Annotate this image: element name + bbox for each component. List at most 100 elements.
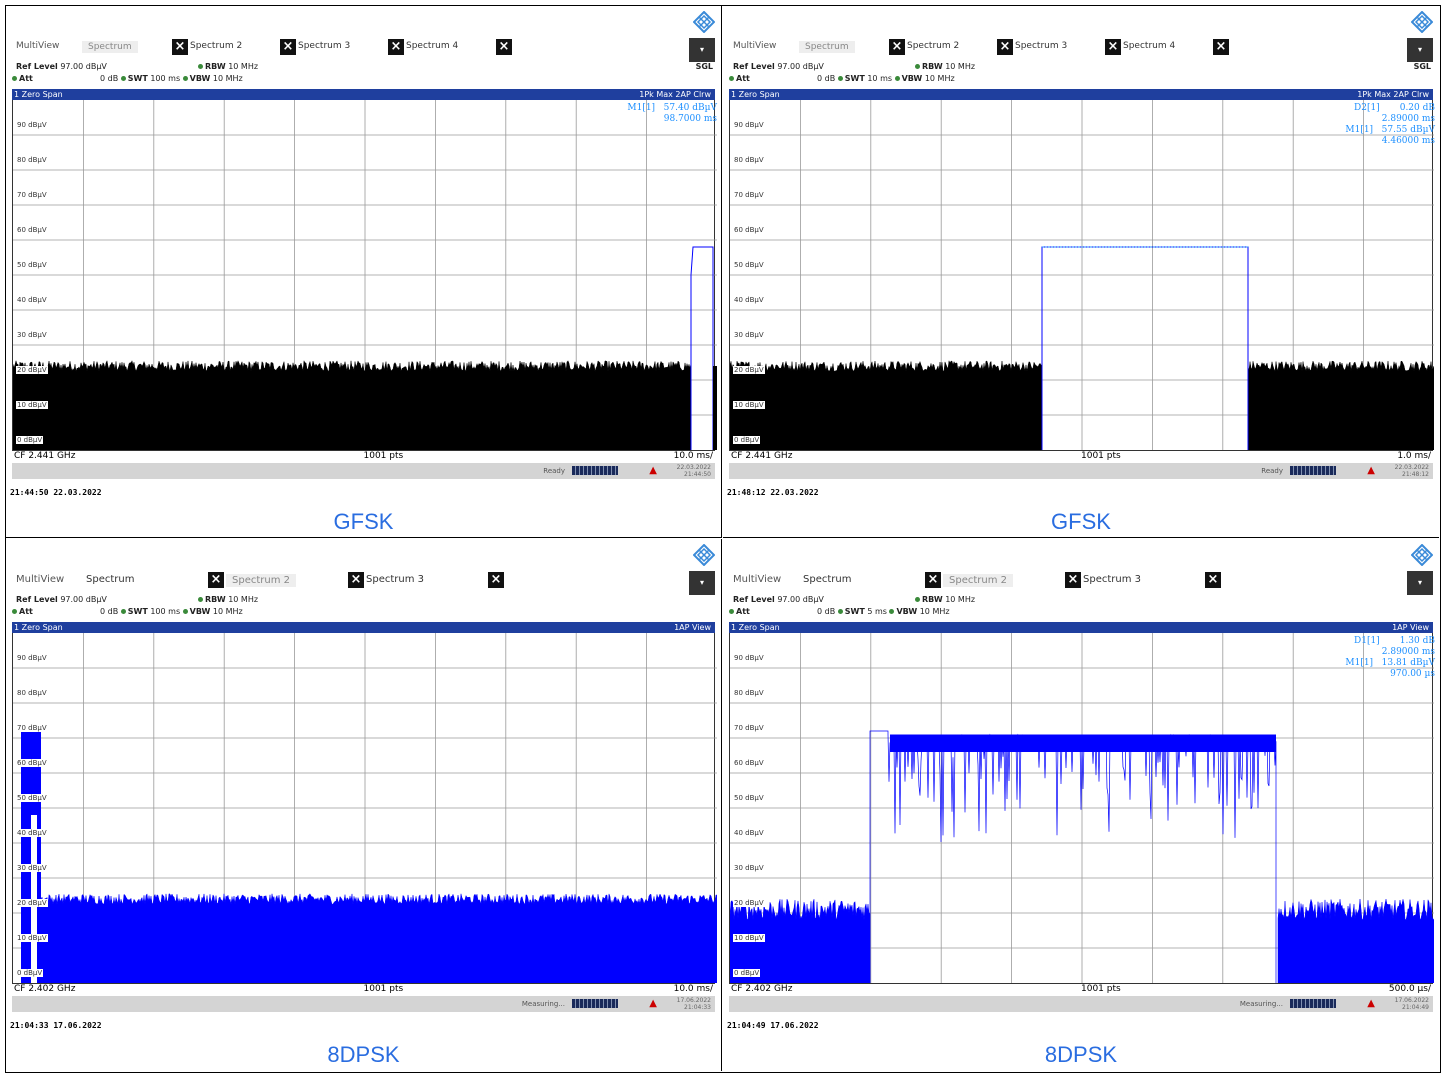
progress-bar xyxy=(572,466,618,475)
measurement-params: Ref Level 97.00 dBµV RBW 10 MHz SGL Att 0 dB… xyxy=(729,62,1433,88)
zero-span-plot: 90 dBµV 80 dBµV 70 dBµV 60 dBµV 50 dBµV 40 dB… xyxy=(12,100,717,450)
capture-timestamp: 21:48:12 22.03.2022 xyxy=(727,488,819,497)
status-text: Measuring... xyxy=(521,1000,565,1008)
close-tab-icon[interactable]: × xyxy=(1205,572,1221,588)
capture-timestamp: 21:44:50 22.03.2022 xyxy=(10,488,102,497)
close-tab-icon[interactable]: × xyxy=(1065,572,1081,588)
tab-spectrum-2[interactable]: Spectrum 2 xyxy=(226,574,296,587)
zero-span-plot: 90 dBµV 80 dBµV 70 dBµV 60 dBµV 50 dBµV 40 dB… xyxy=(12,633,717,983)
noise-floor-trace xyxy=(713,366,717,450)
time-per-division: 1.0 ms/ xyxy=(1397,451,1431,461)
marker-value: 4.46000 ms xyxy=(1381,136,1435,146)
progress-bar xyxy=(1290,999,1336,1008)
close-tab-icon[interactable]: × xyxy=(1105,39,1121,55)
close-tab-icon[interactable]: × xyxy=(889,39,905,55)
menu-button[interactable]: ▾ xyxy=(1407,571,1433,595)
y-axis-label: 30 dBµV xyxy=(16,330,48,339)
modulation-caption: GFSK xyxy=(333,509,394,534)
close-tab-icon[interactable]: × xyxy=(1213,39,1229,55)
y-axis-label: 20 dBµV xyxy=(733,365,765,374)
burst-trace xyxy=(869,730,1277,983)
status-bar: Measuring... ▲ 17.06.2022 21:04:33 xyxy=(12,996,715,1012)
tab-spectrum[interactable]: Spectrum xyxy=(803,574,852,585)
tab-multiview[interactable]: MultiView xyxy=(733,574,782,585)
y-axis-label: 90 dBµV xyxy=(733,653,765,662)
marker-value: D2[1] 0.20 dB xyxy=(1354,103,1435,113)
center-frequency: CF 2.441 GHz xyxy=(14,451,76,461)
trace-info: 1Pk Max 2AP Clrw xyxy=(1357,90,1429,99)
tab-spectrum-3[interactable]: Spectrum 3 xyxy=(1083,574,1141,585)
tab-multiview[interactable]: MultiView xyxy=(16,574,65,585)
status-bar: Ready ▲ 22.03.2022 21:48:12 xyxy=(729,463,1433,479)
close-tab-icon[interactable]: × xyxy=(172,39,188,55)
tab-spectrum-3[interactable]: Spectrum 3 xyxy=(366,574,424,585)
menu-button[interactable]: ▾ xyxy=(1407,38,1433,62)
warning-icon: ▲ xyxy=(1367,465,1375,476)
window-title-bar: 1 Zero Span 1Pk Max 2AP Clrw xyxy=(12,89,715,100)
status-bar: Ready ▲ 22.03.2022 21:44:50 xyxy=(12,463,715,479)
burst-body xyxy=(890,734,1276,752)
center-frequency: CF 2.402 GHz xyxy=(731,984,793,994)
noise-floor-trace xyxy=(40,893,717,983)
menu-button[interactable]: ▾ xyxy=(689,38,715,62)
close-tab-icon[interactable]: × xyxy=(925,572,941,588)
status-text: Measuring... xyxy=(1239,1000,1283,1008)
close-tab-icon[interactable]: × xyxy=(388,39,404,55)
window-title-bar: 1 Zero Span 1AP View xyxy=(729,622,1433,633)
y-axis-label: 10 dBµV xyxy=(733,400,765,409)
tab-multiview[interactable]: MultiView xyxy=(16,41,60,51)
noise-floor-trace xyxy=(13,359,692,450)
menu-button[interactable]: ▾ xyxy=(689,571,715,595)
trace-display xyxy=(730,100,1434,450)
close-tab-icon[interactable]: × xyxy=(488,572,504,588)
trace-display xyxy=(730,633,1434,983)
marker-readout: M1[1] 57.40 dBµV 98.7000 ms xyxy=(627,103,717,125)
sweep-points: 1001 pts xyxy=(1081,451,1121,461)
y-axis-label: 90 dBµV xyxy=(733,120,765,129)
tab-spectrum-2[interactable]: Spectrum 2 xyxy=(190,41,243,51)
panel-2: MultiView Spectrum × Spectrum 2 × Spectrum 3 ×… xyxy=(723,6,1439,538)
window-title: 1 Zero Span xyxy=(731,90,780,99)
tab-spectrum-3[interactable]: Spectrum 3 xyxy=(1015,41,1068,51)
burst-trace xyxy=(690,246,714,450)
window-title: 1 Zero Span xyxy=(731,623,780,632)
tab-bar: MultiView Spectrum × Spectrum 2 × Spectrum 3 ×… xyxy=(729,38,1433,62)
y-axis-label: 70 dBµV xyxy=(16,723,48,732)
time-per-division: 500.0 µs/ xyxy=(1388,984,1431,994)
tab-spectrum-2[interactable]: Spectrum 2 xyxy=(943,574,1013,587)
tab-spectrum-3[interactable]: Spectrum 3 xyxy=(298,41,351,51)
y-axis-label: 30 dBµV xyxy=(16,863,48,872)
y-axis-label: 20 dBµV xyxy=(16,365,48,374)
trace-display xyxy=(13,100,717,450)
y-axis-label: 20 dBµV xyxy=(733,898,765,907)
warning-icon: ▲ xyxy=(649,465,657,476)
y-axis-label: 60 dBµV xyxy=(16,758,48,767)
tab-multiview[interactable]: MultiView xyxy=(733,41,777,51)
tab-spectrum[interactable]: Spectrum xyxy=(86,574,135,585)
close-tab-icon[interactable]: × xyxy=(997,39,1013,55)
close-tab-icon[interactable]: × xyxy=(280,39,296,55)
y-axis-label: 80 dBµV xyxy=(16,155,48,164)
status-datetime: 22.03.2022 21:48:12 xyxy=(1394,464,1429,478)
plot-footer: CF 2.441 GHz 1001 pts 1.0 ms/ xyxy=(729,450,1433,463)
time-per-division: 10.0 ms/ xyxy=(673,451,713,461)
close-tab-icon[interactable]: × xyxy=(208,572,224,588)
trace-info: 1Pk Max 2AP Clrw xyxy=(639,90,711,99)
tab-spectrum-2[interactable]: Spectrum 2 xyxy=(907,41,960,51)
y-axis-label: 80 dBµV xyxy=(733,155,765,164)
noise-floor-trace xyxy=(730,359,1043,450)
y-axis-label: 70 dBµV xyxy=(733,723,765,732)
y-axis-label: 70 dBµV xyxy=(16,190,48,199)
close-tab-icon[interactable]: × xyxy=(496,39,512,55)
y-axis-label: 10 dBµV xyxy=(16,933,48,942)
marker-value: 970.00 µs xyxy=(1390,669,1435,679)
trace-info: 1AP View xyxy=(674,623,711,632)
close-tab-icon[interactable]: × xyxy=(348,572,364,588)
tab-spectrum-4[interactable]: Spectrum 4 xyxy=(406,41,459,51)
y-axis-label: 80 dBµV xyxy=(16,688,48,697)
y-axis-label: 40 dBµV xyxy=(16,828,48,837)
tab-spectrum-4[interactable]: Spectrum 4 xyxy=(1123,41,1176,51)
tab-spectrum[interactable]: Spectrum xyxy=(799,41,855,53)
tab-spectrum[interactable]: Spectrum xyxy=(82,41,138,53)
y-axis-label: 70 dBµV xyxy=(733,190,765,199)
